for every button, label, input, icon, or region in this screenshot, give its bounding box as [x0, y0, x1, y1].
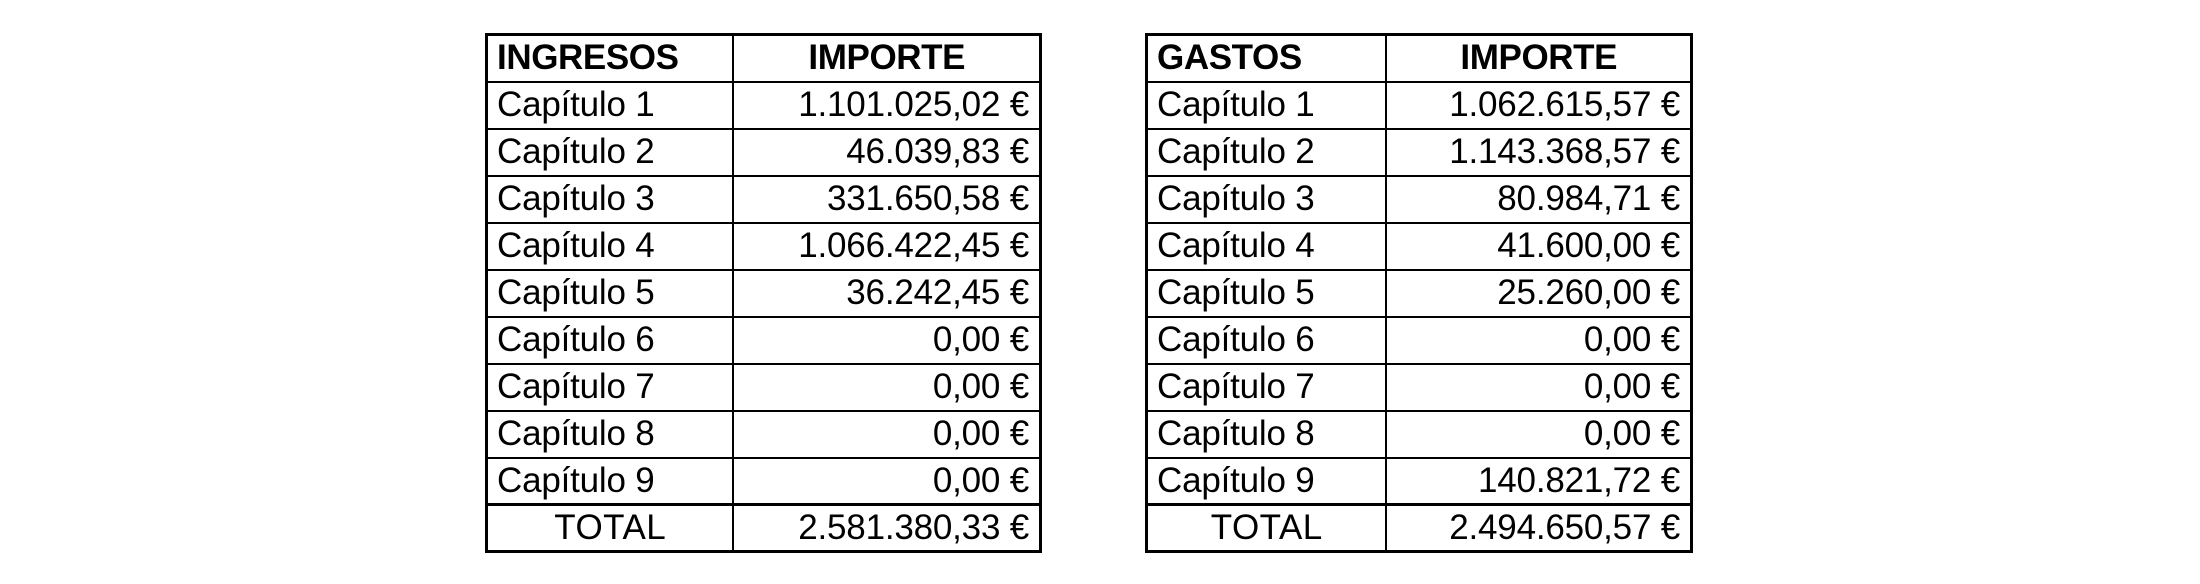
row-amount: 80.984,71 € [1384, 174, 1693, 224]
table-header-row: GASTOS IMPORTE [1145, 33, 1693, 83]
row-label: Capítulo 9 [1145, 456, 1387, 506]
expenses-column-header-category: GASTOS [1145, 33, 1387, 83]
row-label: Capítulo 3 [485, 174, 734, 224]
total-amount: 2.494.650,57 € [1384, 503, 1693, 553]
row-label: Capítulo 9 [485, 456, 734, 506]
row-amount: 331.650,58 € [731, 174, 1042, 224]
table-row: Capítulo 2 1.143.368,57 € [1145, 127, 1693, 177]
row-label: Capítulo 2 [485, 127, 734, 177]
table-row: Capítulo 7 0,00 € [485, 362, 1042, 412]
row-amount: 41.600,00 € [1384, 221, 1693, 271]
table-row: Capítulo 4 41.600,00 € [1145, 221, 1693, 271]
table-header-row: INGRESOS IMPORTE [485, 33, 1042, 83]
income-column-header-category: INGRESOS [485, 33, 734, 83]
table-row: Capítulo 1 1.101.025,02 € [485, 80, 1042, 130]
row-label: Capítulo 7 [485, 362, 734, 412]
row-amount: 1.062.615,57 € [1384, 80, 1693, 130]
table-row: Capítulo 9 0,00 € [485, 456, 1042, 506]
row-label: Capítulo 6 [1145, 315, 1387, 365]
table-row: Capítulo 4 1.066.422,45 € [485, 221, 1042, 271]
total-label: TOTAL [485, 503, 734, 553]
expenses-table-header: GASTOS IMPORTE [1145, 33, 1693, 83]
row-amount: 0,00 € [731, 409, 1042, 459]
row-amount: 140.821,72 € [1384, 456, 1693, 506]
row-label: Capítulo 5 [1145, 268, 1387, 318]
row-label: Capítulo 2 [1145, 127, 1387, 177]
row-amount: 0,00 € [1384, 362, 1693, 412]
row-label: Capítulo 8 [485, 409, 734, 459]
table-row: Capítulo 5 25.260,00 € [1145, 268, 1693, 318]
row-label: Capítulo 7 [1145, 362, 1387, 412]
row-amount: 1.143.368,57 € [1384, 127, 1693, 177]
row-label: Capítulo 1 [485, 80, 734, 130]
row-amount: 1.101.025,02 € [731, 80, 1042, 130]
table-row: Capítulo 3 331.650,58 € [485, 174, 1042, 224]
table-row: Capítulo 3 80.984,71 € [1145, 174, 1693, 224]
table-row: Capítulo 2 46.039,83 € [485, 127, 1042, 177]
table-row: Capítulo 8 0,00 € [485, 409, 1042, 459]
row-label: Capítulo 3 [1145, 174, 1387, 224]
expenses-table: GASTOS IMPORTE Capítulo 1 1.062.615,57 €… [1145, 33, 1693, 553]
expenses-table-body: Capítulo 1 1.062.615,57 € Capítulo 2 1.1… [1145, 80, 1693, 553]
row-amount: 46.039,83 € [731, 127, 1042, 177]
row-amount: 25.260,00 € [1384, 268, 1693, 318]
row-amount: 1.066.422,45 € [731, 221, 1042, 271]
expenses-total-row: TOTAL 2.494.650,57 € [1145, 503, 1693, 553]
income-table-header: INGRESOS IMPORTE [485, 33, 1042, 83]
total-label: TOTAL [1145, 503, 1387, 553]
income-table: INGRESOS IMPORTE Capítulo 1 1.101.025,02… [485, 33, 1042, 553]
total-amount: 2.581.380,33 € [731, 503, 1042, 553]
row-amount: 0,00 € [1384, 315, 1693, 365]
table-row: Capítulo 1 1.062.615,57 € [1145, 80, 1693, 130]
table-row: Capítulo 9 140.821,72 € [1145, 456, 1693, 506]
table-row: Capítulo 6 0,00 € [485, 315, 1042, 365]
income-column-header-amount: IMPORTE [731, 33, 1042, 83]
row-amount: 0,00 € [1384, 409, 1693, 459]
table-row: Capítulo 8 0,00 € [1145, 409, 1693, 459]
row-amount: 0,00 € [731, 456, 1042, 506]
row-amount: 36.242,45 € [731, 268, 1042, 318]
row-label: Capítulo 8 [1145, 409, 1387, 459]
row-label: Capítulo 4 [1145, 221, 1387, 271]
table-row: Capítulo 7 0,00 € [1145, 362, 1693, 412]
table-row: Capítulo 5 36.242,45 € [485, 268, 1042, 318]
table-row: Capítulo 6 0,00 € [1145, 315, 1693, 365]
row-label: Capítulo 1 [1145, 80, 1387, 130]
row-amount: 0,00 € [731, 315, 1042, 365]
row-amount: 0,00 € [731, 362, 1042, 412]
income-total-row: TOTAL 2.581.380,33 € [485, 503, 1042, 553]
row-label: Capítulo 4 [485, 221, 734, 271]
row-label: Capítulo 6 [485, 315, 734, 365]
expenses-column-header-amount: IMPORTE [1384, 33, 1693, 83]
row-label: Capítulo 5 [485, 268, 734, 318]
income-table-body: Capítulo 1 1.101.025,02 € Capítulo 2 46.… [485, 80, 1042, 553]
